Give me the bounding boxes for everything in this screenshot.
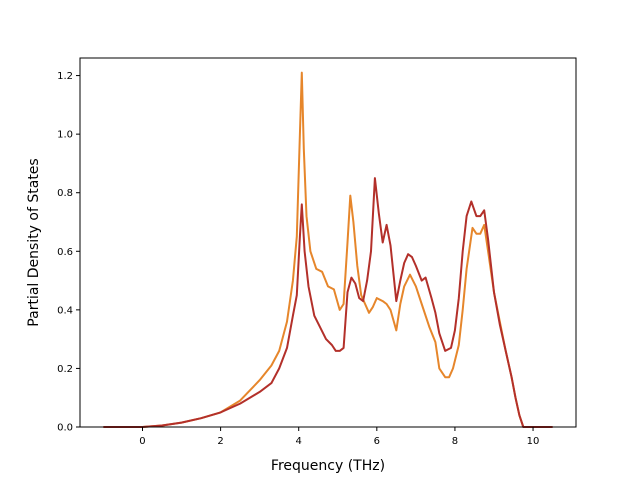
y-tick-label: 1.0	[57, 130, 73, 141]
y-tick-label: 0.2	[57, 364, 73, 375]
y-axis-label: Partial Density of States	[26, 158, 42, 326]
x-tick-label: 0	[139, 436, 145, 447]
x-tick-label: 6	[374, 436, 380, 447]
x-axis-label: Frequency (THz)	[271, 458, 385, 474]
plot-lines	[103, 71, 553, 428]
y-axis: 0.0 0.2 0.4 0.6 0.8 1.0 1.2	[57, 71, 80, 434]
y-tick-label: 0.8	[57, 188, 73, 199]
pdos-series-2	[103, 177, 553, 428]
x-tick-label: 8	[452, 436, 458, 447]
pdos-series-1	[103, 71, 553, 428]
x-tick-label: 10	[527, 436, 540, 447]
x-tick-label: 4	[296, 436, 302, 447]
x-tick-label: 2	[217, 436, 223, 447]
plot-frame	[79, 57, 577, 428]
y-tick-label: 0.4	[57, 305, 73, 316]
y-tick-label: 0.6	[57, 247, 73, 258]
y-tick-label: 1.2	[57, 71, 73, 82]
x-axis: 0 2 4 6 8 10	[139, 427, 539, 447]
y-tick-label: 0.0	[57, 423, 73, 434]
